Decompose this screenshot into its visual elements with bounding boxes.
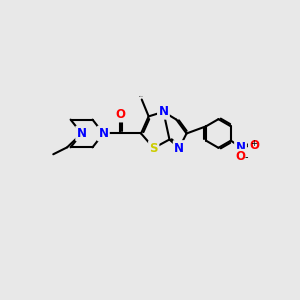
Text: methyl: methyl <box>139 95 144 97</box>
Text: N: N <box>158 105 169 118</box>
Text: N: N <box>98 127 108 140</box>
Text: S: S <box>149 142 158 154</box>
Text: O: O <box>236 150 245 163</box>
Text: N: N <box>236 141 245 154</box>
Text: -: - <box>244 152 248 162</box>
Text: O: O <box>115 108 125 121</box>
Text: +: + <box>250 139 257 148</box>
Text: N: N <box>174 142 184 154</box>
Text: O: O <box>249 140 259 152</box>
Text: N: N <box>77 127 87 140</box>
